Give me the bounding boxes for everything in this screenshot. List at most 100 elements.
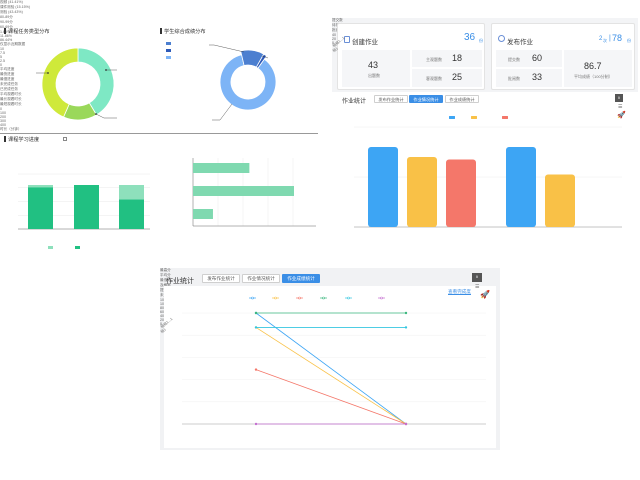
data-point (254, 368, 258, 371)
tab-score-stats[interactable]: 作业成绩统计 (445, 95, 479, 103)
stat-value: 60 (532, 53, 543, 63)
x-tick: 200 (0, 115, 6, 119)
legend-swatch (166, 42, 171, 45)
stat-label: 主观题数 (426, 57, 442, 62)
stat-value: 25 (452, 72, 463, 82)
score-ring-chart (209, 44, 277, 121)
tab-score-stats[interactable]: 作业成绩统计 (282, 274, 320, 283)
series-line (255, 369, 407, 425)
x-category-label: 最慢进度 (0, 77, 15, 81)
legend-marker (380, 296, 383, 300)
bar (506, 147, 536, 227)
ring-label: 86.44% (0, 38, 13, 42)
y-tick: 60 (160, 310, 164, 314)
toolbox-icon[interactable]: li (615, 94, 623, 102)
rocket-icon[interactable]: 🚀 (617, 112, 626, 119)
leader-line (212, 103, 233, 121)
y-tick: 7.5 (0, 51, 5, 55)
view-completion-link[interactable]: 查看完成度 (448, 289, 471, 294)
legend-item: 最高分 (160, 268, 171, 272)
y-tick: 20 (332, 37, 336, 41)
publish-total-unit: 份 (627, 38, 631, 43)
y-tick: 80 (160, 306, 164, 310)
tab-homework-stats[interactable]: 作业情况统计 (242, 274, 280, 283)
legend-marker (347, 296, 350, 300)
stats-title: 作业统计 (342, 99, 367, 105)
ring-slice (219, 54, 277, 111)
menu-icon[interactable]: ☰ (475, 284, 480, 290)
x-tick: 0 (0, 107, 2, 111)
document-icon (344, 36, 350, 43)
course-analytics-panel: 课程任务类型分布 视频 (41.41%) 课件测验 (15.15%) 测验 (4… (0, 0, 640, 249)
publish-stat-cell: 86.7 平均成绩（100分制） (564, 50, 632, 87)
bar-completed (74, 185, 99, 229)
stat-label: 客观题数 (426, 76, 442, 81)
legend-swatch (449, 116, 455, 119)
legend-item: 已完成任务 (0, 87, 18, 91)
donut-label-quiz: 测验 (43.43%) (0, 10, 23, 14)
create-stat-cell: 主观题数 18 (412, 50, 482, 67)
leader-dot (47, 72, 49, 74)
ring-legend-item: 60-69分 (0, 25, 13, 29)
ring-title: 学生综合成绩分布 (164, 29, 206, 35)
bar-completed (28, 187, 53, 229)
legend-item: 未完成任务 (0, 82, 18, 86)
title-marker (160, 28, 162, 34)
stat-value: 43 (368, 60, 379, 70)
create-stat-cell: 43 出题数 (342, 50, 410, 87)
y-tick: 40 (332, 33, 336, 37)
hbar (193, 209, 213, 219)
stat-label: 平均成绩（100分制） (574, 74, 613, 79)
recent-only-label: 仅显示近期数据 (0, 42, 26, 46)
tab-publish-stats[interactable]: 发布作业统计 (374, 95, 408, 103)
bar (368, 147, 398, 227)
bar (446, 159, 476, 227)
data-point (254, 311, 258, 315)
publish-stat-cell: 批阅数 33 (496, 69, 562, 87)
title-marker (4, 136, 6, 142)
y-tick: 10 (0, 47, 4, 51)
tab-homework-stats[interactable]: 作业情况统计 (409, 95, 443, 103)
create-homework-card: 创建作业 36 份 43 出题数 主观题数 18 客观题数 25 (337, 23, 485, 90)
bar (407, 157, 437, 227)
y-tick: 5 (0, 55, 2, 59)
publish-homework-card: 发布作业 2 次 | 78 份 提交数 60 批阅数 33 86.7 平均成绩（… (491, 23, 635, 90)
x-tick: 100 (0, 111, 6, 115)
leader-line (209, 44, 245, 53)
legend-swatch (471, 116, 477, 119)
x-category-label: 最快进度 (0, 72, 15, 76)
data-point (404, 326, 408, 329)
rocket-icon[interactable]: 🚀 (480, 290, 490, 299)
legend-swatch (166, 56, 171, 59)
leader-line (95, 113, 117, 119)
leader-dot (105, 69, 107, 71)
recent-only-checkbox[interactable] (63, 137, 67, 141)
stat-label: 提交数 (508, 57, 520, 62)
y-tick: 0 (160, 322, 162, 326)
tab-publish-stats[interactable]: 发布作业统计 (202, 274, 240, 283)
ring-label: 11.86% (0, 34, 12, 38)
ring-legend-item: 90-99分 (0, 20, 13, 24)
publish-stat-cell: 提交数 60 (496, 50, 562, 67)
data-point (254, 422, 258, 426)
create-unit: 份 (479, 38, 483, 43)
legend-marker (274, 296, 277, 300)
stat-label: 批阅数 (508, 76, 520, 81)
score-line-chart (182, 296, 486, 426)
legend-swatch (502, 116, 508, 119)
data-point (404, 422, 408, 426)
leader-dot (95, 113, 97, 115)
progress-stacked-bar-chart (18, 173, 150, 230)
legend-item: 提交数 (332, 18, 343, 22)
publish-count: 2 (599, 36, 603, 42)
ring-slice (255, 53, 268, 69)
divider-slash: | (609, 35, 611, 42)
toolbox-icon[interactable]: li (472, 273, 482, 282)
donut-title: 课程任务类型分布 (8, 29, 50, 35)
publish-total: 78 (612, 33, 623, 43)
legend-swatch (48, 246, 53, 249)
stat-value: 18 (452, 53, 463, 63)
data-point (254, 326, 258, 329)
menu-icon[interactable]: ☰ (618, 104, 623, 110)
stat-value: 86.7 (584, 61, 602, 71)
